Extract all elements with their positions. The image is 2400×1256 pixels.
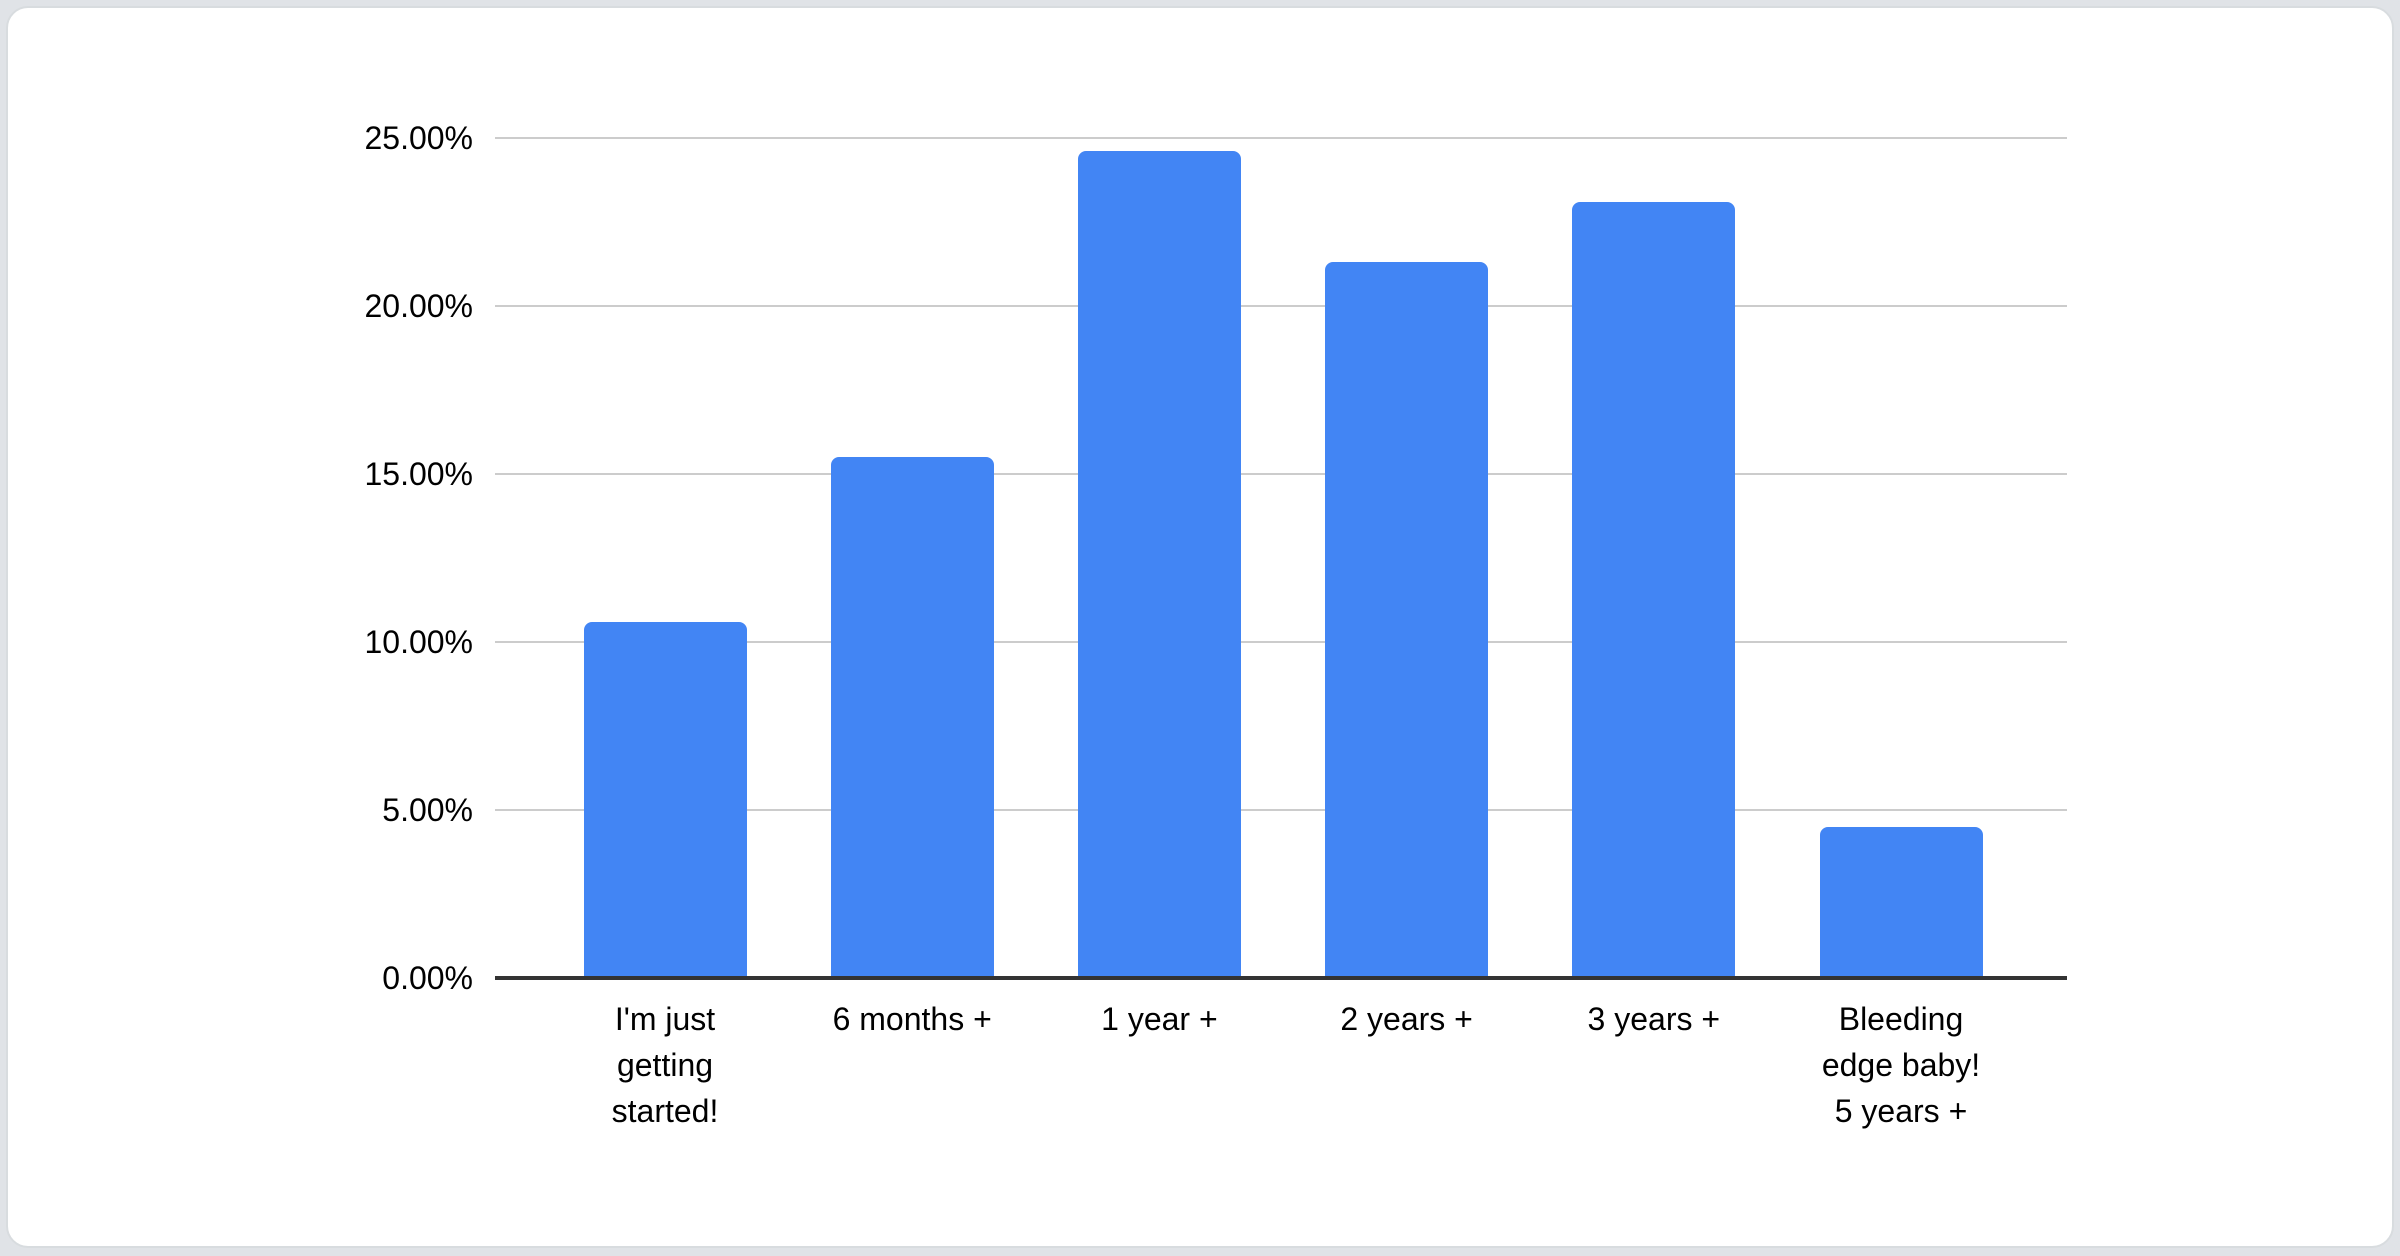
- y-axis-tick-label: 0.00%: [382, 960, 473, 996]
- x-axis-category-label: 3 years +: [1514, 996, 1794, 1042]
- bar-6[interactable]: [1819, 826, 1983, 978]
- bar-1[interactable]: [583, 621, 747, 978]
- gridline: [495, 473, 2067, 475]
- x-axis-category-label-line: 1 year +: [1101, 1001, 1218, 1037]
- y-axis-tick-label: 5.00%: [382, 792, 473, 828]
- x-axis-category-label-line: 2 years +: [1340, 1001, 1473, 1037]
- x-axis-category-label-line: I'm just: [614, 1001, 716, 1037]
- bar-2[interactable]: [830, 457, 994, 978]
- x-axis-category-label: 6 months +: [772, 996, 1052, 1042]
- gridline: [495, 305, 2067, 307]
- y-axis-tick-label: 25.00%: [364, 120, 473, 156]
- y-axis-tick-label: 10.00%: [364, 624, 473, 660]
- gridline: [495, 641, 2067, 643]
- y-axis-tick-label: 20.00%: [364, 288, 473, 324]
- bar-chart-plot-area: 25.00% 20.00% 15.00% 10.00% 5.00% 0.00% I'm ju…: [364, 120, 2067, 1129]
- x-axis-category-label-line: Bleeding: [1838, 1001, 1964, 1037]
- x-axis-category-label-line: started!: [611, 1093, 719, 1129]
- x-axis-category-label-line: getting: [616, 1047, 714, 1083]
- x-axis-line: [495, 976, 2067, 980]
- x-axis-category-label: I'm just getting started!: [525, 996, 805, 1134]
- x-axis-category-label: Bleeding edge baby! 5 years +: [1761, 996, 2041, 1134]
- gridline: [495, 137, 2067, 139]
- x-axis-category-label: 2 years +: [1267, 996, 1547, 1042]
- bar-3[interactable]: [1077, 151, 1241, 978]
- gridline: [495, 809, 2067, 811]
- x-axis-category-label: 1 year +: [1019, 996, 1299, 1042]
- x-axis-category-label-line: 6 months +: [832, 1001, 992, 1037]
- bar-5[interactable]: [1572, 201, 1736, 978]
- y-axis-tick-label: 15.00%: [364, 456, 473, 492]
- x-axis-category-label-line: 5 years +: [1834, 1093, 1968, 1129]
- x-axis-category-label-line: edge baby!: [1821, 1047, 1981, 1083]
- x-axis-category-label-line: 3 years +: [1587, 1001, 1721, 1037]
- bar-4[interactable]: [1325, 262, 1489, 978]
